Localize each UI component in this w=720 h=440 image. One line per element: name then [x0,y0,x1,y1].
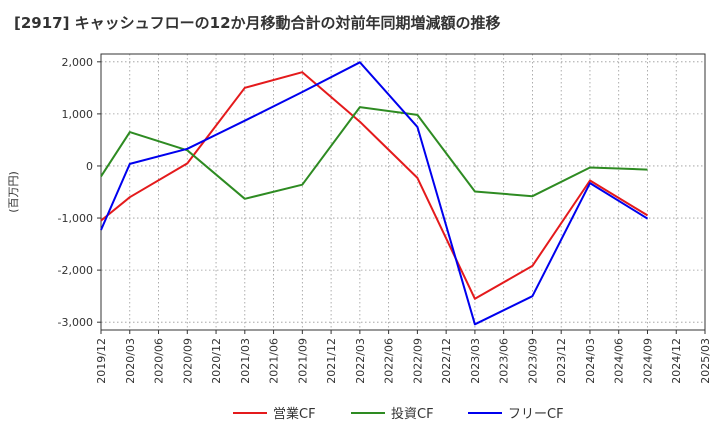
y-tick-label: -3,000 [58,316,93,329]
series-line-営業CF [100,71,649,300]
legend-label: 営業CF [273,406,316,422]
x-tick-label: 2021/12 [325,338,338,384]
x-tick-label: 2023/03 [469,338,482,384]
x-tick-label: 2020/06 [153,338,166,384]
y-tick-label: -2,000 [58,264,93,277]
y-axis-label: (百万円) [7,171,20,213]
y-tick-label: 0 [86,160,93,173]
x-tick-label: 2023/12 [555,338,568,384]
x-tick-label: 2020/03 [124,338,137,384]
x-tick-label: 2022/06 [383,338,396,384]
x-tick-label: 2019/12 [95,338,108,384]
y-tick-label: 2,000 [62,56,94,69]
x-tick-label: 2021/03 [239,338,252,384]
x-tick-label: 2022/12 [440,338,453,384]
x-tick-label: 2025/03 [699,338,712,384]
x-tick-label: 2021/09 [296,338,309,384]
x-tick-label: 2022/09 [411,338,424,384]
chart-title: [2917] キャッシュフローの12か月移動合計の対前年同期増減額の推移 [14,14,501,32]
x-tick-label: 2024/03 [584,338,597,384]
plot-frame [100,53,706,331]
x-tick-label: 2021/06 [268,338,281,384]
x-tick-label: 2024/06 [613,338,626,384]
x-tick-label: 2022/03 [354,338,367,384]
x-tick-label: 2024/09 [641,338,654,384]
x-tick-label: 2020/12 [210,338,223,384]
x-tick-label: 2020/09 [181,338,194,384]
series-line-フリーCF [100,61,649,326]
x-tick-label: 2023/09 [526,338,539,384]
y-tick-label: 1,000 [62,108,94,121]
series-line-投資CF [100,106,648,200]
x-tick-label: 2023/06 [498,338,511,384]
legend-label: 投資CF [391,406,434,422]
x-tick-label: 2024/12 [670,338,683,384]
legend-label: フリーCF [508,407,564,422]
y-tick-label: -1,000 [58,212,93,225]
